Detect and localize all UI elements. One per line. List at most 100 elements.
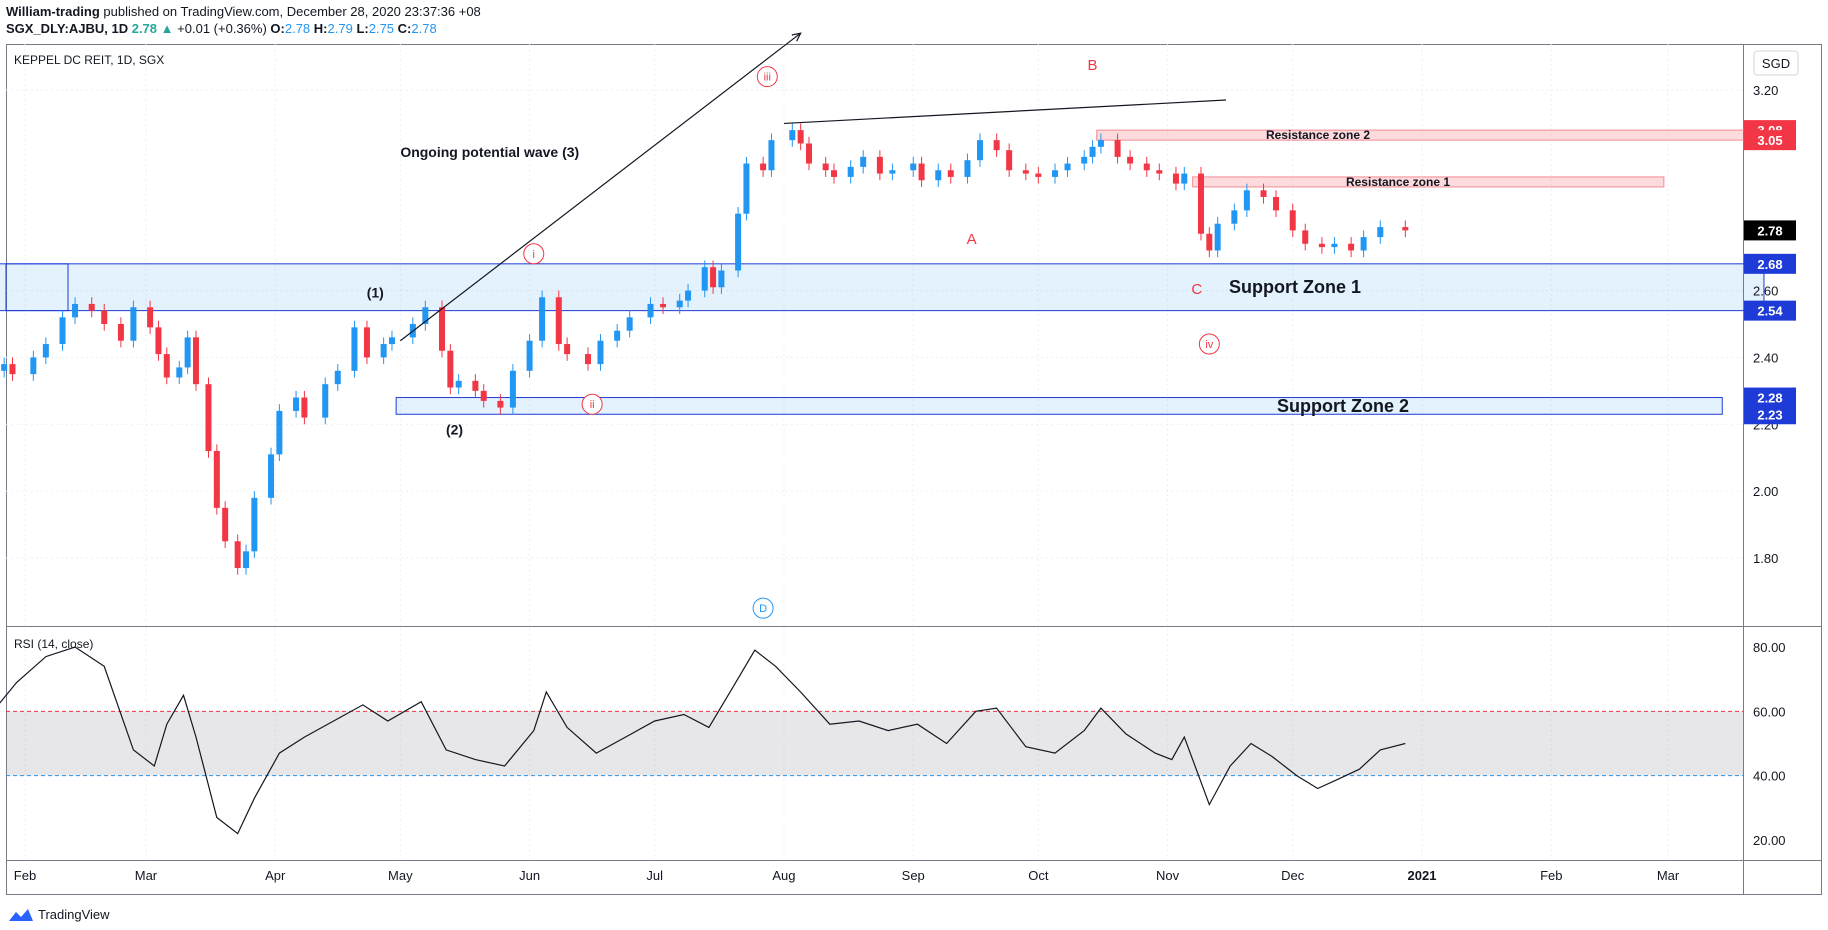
candle[interactable] [480, 384, 487, 408]
candle[interactable] [130, 300, 137, 348]
candle[interactable] [101, 303, 108, 331]
candle[interactable] [918, 156, 925, 187]
candle[interactable] [743, 156, 750, 221]
candle[interactable] [1260, 183, 1267, 204]
candle[interactable] [1181, 166, 1188, 191]
candle[interactable] [710, 260, 717, 294]
candle[interactable] [847, 160, 854, 184]
candle[interactable] [472, 374, 479, 398]
candle[interactable] [184, 330, 191, 375]
candle[interactable] [42, 337, 49, 365]
candle[interactable] [439, 300, 446, 358]
candle[interactable] [1214, 217, 1221, 258]
candle[interactable] [1035, 166, 1042, 184]
candle[interactable] [363, 320, 370, 365]
zone-rect[interactable] [1096, 129, 1765, 141]
candle[interactable] [526, 334, 533, 378]
candle[interactable] [660, 297, 667, 314]
candle[interactable] [293, 390, 300, 418]
zone-rect[interactable] [395, 397, 1723, 415]
candle[interactable] [351, 320, 358, 378]
wave-marker[interactable]: iii [756, 66, 778, 88]
candle[interactable] [222, 501, 229, 548]
candle[interactable] [447, 344, 454, 395]
candle[interactable] [1243, 183, 1250, 218]
candle[interactable] [163, 347, 170, 385]
candle[interactable] [301, 390, 308, 425]
candle[interactable] [1331, 237, 1338, 254]
zone-rect[interactable] [0, 263, 1765, 312]
candle[interactable] [1273, 190, 1280, 218]
candle[interactable] [1156, 163, 1163, 181]
candle[interactable] [889, 163, 896, 181]
candle[interactable] [626, 310, 633, 338]
candle[interactable] [1143, 156, 1150, 177]
candle[interactable] [805, 136, 812, 171]
candle[interactable] [1022, 163, 1029, 181]
candle[interactable] [9, 357, 16, 381]
candle[interactable] [388, 330, 395, 351]
candle[interactable] [876, 150, 883, 181]
candle[interactable] [1064, 156, 1071, 177]
wave-marker[interactable]: ii [581, 393, 603, 415]
candle[interactable] [910, 156, 917, 177]
candle[interactable] [1089, 140, 1096, 164]
wave-marker[interactable]: i [523, 243, 545, 265]
candle[interactable] [685, 283, 692, 308]
candle[interactable] [380, 337, 387, 365]
candle[interactable] [155, 320, 162, 361]
candle[interactable] [822, 156, 829, 177]
candle[interactable] [334, 364, 341, 391]
candle[interactable] [831, 163, 838, 184]
candle[interactable] [1318, 237, 1325, 254]
candle[interactable] [509, 364, 516, 415]
candle[interactable] [1, 357, 8, 378]
candle[interactable] [251, 491, 258, 558]
candle[interactable] [768, 133, 775, 177]
candle[interactable] [584, 347, 591, 371]
candle[interactable] [1172, 166, 1179, 191]
candle[interactable] [268, 447, 275, 505]
candle[interactable] [976, 133, 983, 167]
candle[interactable] [1114, 133, 1121, 164]
candle[interactable] [455, 374, 462, 395]
candle[interactable] [276, 404, 283, 462]
candle[interactable] [564, 337, 571, 361]
trendline[interactable] [399, 32, 802, 342]
candle[interactable] [1231, 203, 1238, 231]
candle[interactable] [1052, 163, 1059, 184]
candle[interactable] [1302, 223, 1309, 251]
candle[interactable] [797, 123, 804, 151]
candle[interactable] [1360, 230, 1367, 258]
candle[interactable] [322, 377, 329, 425]
candle[interactable] [117, 317, 124, 348]
candle[interactable] [701, 260, 708, 298]
publisher-name[interactable]: William-trading [6, 4, 100, 19]
currency-box[interactable] [1753, 50, 1799, 76]
candle[interactable] [935, 163, 942, 187]
candle[interactable] [597, 334, 604, 371]
candle[interactable] [647, 297, 654, 324]
zone-rect[interactable] [1192, 176, 1665, 188]
wave-marker[interactable]: D [752, 597, 774, 619]
candle[interactable] [1197, 166, 1204, 241]
candle[interactable] [1097, 133, 1104, 154]
candle[interactable] [1377, 220, 1384, 244]
candle[interactable] [789, 123, 796, 147]
trendline[interactable] [783, 99, 1227, 125]
candle[interactable] [735, 207, 742, 278]
candle[interactable] [234, 534, 241, 575]
candle[interactable] [243, 544, 250, 575]
candle[interactable] [213, 444, 220, 515]
candle[interactable] [1127, 150, 1134, 171]
candle[interactable] [30, 350, 37, 381]
candle[interactable] [760, 156, 767, 177]
candle[interactable] [993, 133, 1000, 157]
candle[interactable] [676, 293, 683, 314]
candle[interactable] [88, 297, 95, 318]
candle[interactable] [72, 297, 79, 324]
candle[interactable] [147, 300, 154, 335]
candle[interactable] [718, 263, 725, 294]
candle[interactable] [539, 290, 546, 348]
